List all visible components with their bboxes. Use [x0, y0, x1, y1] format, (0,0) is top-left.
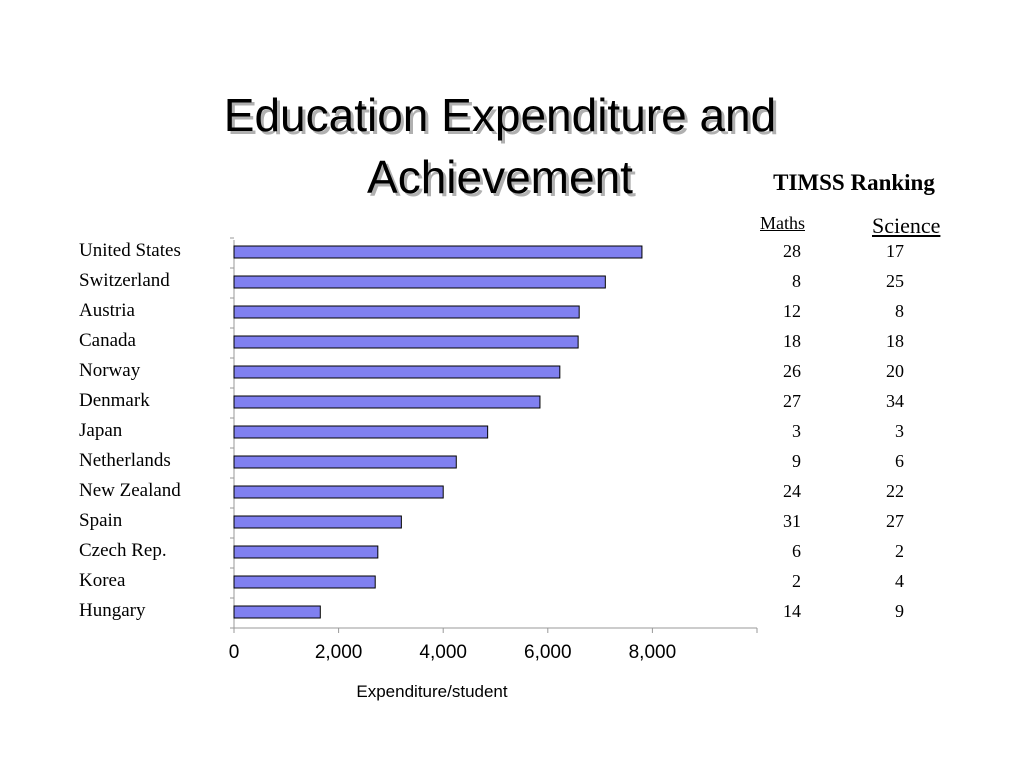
bar [233, 425, 489, 439]
maths-rank: 2 [792, 571, 801, 591]
bar [233, 605, 321, 619]
country-label: Netherlands [79, 450, 171, 471]
science-rank: 6 [895, 451, 904, 471]
maths-rank: 31 [783, 511, 801, 531]
x-tick-label: 6,000 [524, 642, 572, 663]
slide-title-line-1: Education Expenditure and [223, 89, 777, 141]
x-tick-label: 0 [228, 642, 240, 663]
maths-rank: 12 [783, 301, 801, 321]
slide-title: Education Expenditure and Achievement [0, 84, 1000, 208]
science-rank: 4 [895, 571, 904, 591]
science-rank: 18 [886, 331, 904, 351]
maths-rank: 8 [792, 271, 801, 291]
bar [233, 305, 580, 319]
science-rank: 25 [886, 271, 904, 291]
x-axis-label: Expenditure/student [356, 682, 508, 701]
x-tick-label: 2,000 [314, 642, 363, 663]
maths-rank: 28 [783, 241, 801, 261]
maths-rank: 9 [792, 451, 801, 471]
slide-title-line-2: Achievement [367, 151, 633, 203]
maths-rank: 24 [783, 481, 801, 501]
bar [233, 365, 561, 379]
bar [233, 275, 606, 289]
science-rank: 34 [886, 391, 904, 411]
timss-ranking-heading: TIMSS Ranking [773, 170, 935, 195]
maths-rank: 3 [792, 421, 801, 441]
country-label: Czech Rep. [79, 540, 167, 561]
science-rank: 9 [895, 601, 904, 621]
science-rank: 17 [886, 241, 904, 261]
bar [233, 515, 402, 529]
maths-column-header: Maths [760, 213, 805, 233]
maths-rank: 27 [783, 391, 801, 411]
science-rank: 8 [895, 301, 904, 321]
x-tick-label: 4,000 [419, 642, 467, 663]
maths-rank: 14 [783, 601, 801, 621]
country-label: Hungary [79, 600, 146, 621]
country-label: Norway [79, 360, 141, 381]
bar [233, 245, 643, 259]
country-label: Japan [79, 420, 123, 441]
country-label: United States [79, 240, 181, 261]
maths-rank: 26 [783, 361, 801, 381]
bar [233, 575, 376, 589]
bar [233, 485, 444, 499]
x-tick-label: 8,000 [628, 642, 677, 663]
country-label: New Zealand [79, 480, 181, 501]
country-label: Denmark [79, 390, 150, 411]
maths-rank: 18 [783, 331, 801, 351]
science-column-header: Science [872, 213, 941, 238]
science-rank: 3 [895, 421, 904, 441]
bar [233, 335, 579, 349]
science-rank: 27 [886, 511, 904, 531]
country-label: Switzerland [79, 270, 170, 291]
country-label: Austria [79, 300, 135, 321]
bar [233, 455, 457, 469]
bar [233, 395, 541, 409]
science-rank: 2 [895, 541, 904, 561]
country-label: Canada [79, 330, 136, 351]
maths-rank: 6 [792, 541, 801, 561]
country-label: Spain [79, 510, 123, 531]
country-label: Korea [79, 570, 126, 591]
science-rank: 20 [886, 361, 904, 381]
bar [233, 545, 379, 559]
science-rank: 22 [886, 481, 904, 501]
